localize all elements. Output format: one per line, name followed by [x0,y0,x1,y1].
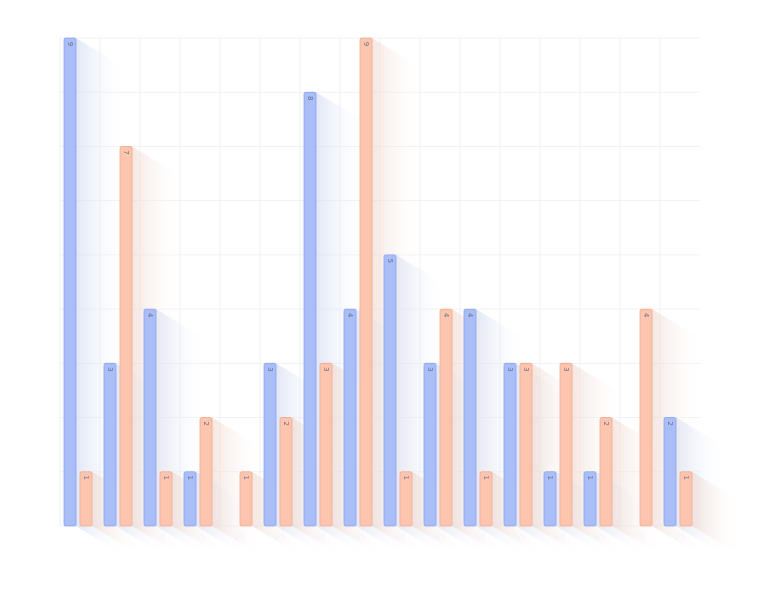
value-label: 1 [82,476,90,480]
bar[interactable] [279,417,293,527]
value-label: 3 [426,367,434,371]
value-label: 5 [386,259,394,263]
x-tick-label: 50 [474,533,486,543]
bar[interactable] [63,37,77,527]
x-tick-label: 55 [514,533,525,543]
value-label: 2 [666,421,674,425]
bars [63,37,693,527]
value-label: 1 [242,476,250,480]
bar[interactable] [439,308,453,527]
bar[interactable] [583,471,597,527]
value-label: 1 [162,476,170,480]
x-tick-label: 25 [274,533,285,543]
x-tick-label: 65 [594,533,605,543]
bar[interactable] [463,308,477,527]
bar[interactable] [199,417,213,527]
bar[interactable] [103,362,117,527]
bar[interactable] [263,362,277,527]
bar[interactable] [319,362,333,527]
bar[interactable] [679,471,693,527]
bar[interactable] [423,362,437,527]
bar[interactable] [503,362,517,527]
bar[interactable] [519,362,533,527]
bar-shadow [692,471,742,556]
value-label: 1 [546,476,554,480]
value-label: 1 [682,476,690,480]
x-tick-label: 40 [394,533,406,543]
value-label: 3 [562,367,570,371]
value-label: 1 [482,476,490,480]
value-label: 4 [346,313,354,318]
x-axis-tick-labels: 10 15 20 25 30 35 40 45 50 55 60 65 70 75 [154,533,685,543]
bar[interactable] [559,362,573,527]
x-tick-label: 70 [634,533,646,543]
value-label: 8 [306,96,314,100]
value-label: 3 [522,367,530,371]
value-label: 2 [602,421,610,425]
value-label: 9 [66,42,74,46]
value-label: 2 [202,421,210,425]
value-label: 1 [586,476,594,480]
value-labels: 9 3 4 1 3 8 4 5 3 4 3 1 1 2 1 7 1 2 1 2 3 9 1 4 1 3 3 2 4 1 [66,42,690,480]
value-label: 4 [466,313,474,318]
bar[interactable] [599,417,613,527]
bar[interactable] [183,471,197,527]
bar[interactable] [359,37,373,527]
value-label: 4 [146,313,154,318]
x-tick-label: 75 [674,533,685,543]
x-tick-label: 10 [154,533,166,543]
bar[interactable] [399,471,413,527]
value-label: 4 [442,313,450,318]
value-label: 2 [282,421,290,425]
value-label: 9 [362,42,370,46]
value-label: 1 [186,476,194,480]
x-tick-label: 20 [234,533,246,543]
x-tick-label: 30 [314,533,326,543]
bar[interactable] [479,471,493,527]
bar[interactable] [663,417,677,527]
bar[interactable] [303,91,317,527]
value-label: 3 [322,367,330,371]
bar[interactable] [79,471,93,527]
value-label: 3 [266,367,274,371]
bar[interactable] [543,471,557,527]
bar[interactable] [343,308,357,527]
bar[interactable] [239,471,253,527]
bar[interactable] [119,146,133,527]
bar[interactable] [159,471,173,527]
bar[interactable] [143,308,157,527]
value-label: 3 [106,367,114,371]
x-tick-label: 35 [354,533,365,543]
value-label: 7 [122,150,130,154]
x-tick-label: 15 [194,533,205,543]
value-label: 1 [402,476,410,480]
bar[interactable] [383,254,397,527]
x-tick-label: 45 [434,533,445,543]
value-label: 4 [642,313,650,318]
x-tick-label: 60 [554,533,566,543]
value-label: 3 [506,367,514,371]
bar[interactable] [639,308,653,527]
